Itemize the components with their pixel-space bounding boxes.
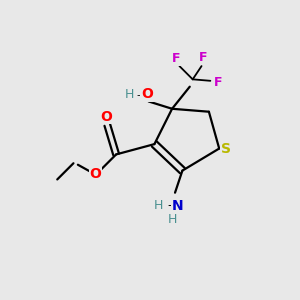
Text: O: O (90, 167, 101, 181)
Text: H: H (154, 200, 164, 212)
Text: H: H (167, 213, 177, 226)
Text: H: H (125, 88, 134, 100)
Text: O: O (100, 110, 112, 124)
Text: F: F (199, 51, 207, 64)
Text: O: O (141, 87, 153, 101)
Text: -: - (167, 200, 171, 212)
Text: F: F (214, 76, 222, 89)
Text: F: F (172, 52, 181, 65)
Text: -: - (136, 91, 140, 100)
Text: S: S (221, 142, 231, 155)
Text: N: N (172, 199, 184, 213)
